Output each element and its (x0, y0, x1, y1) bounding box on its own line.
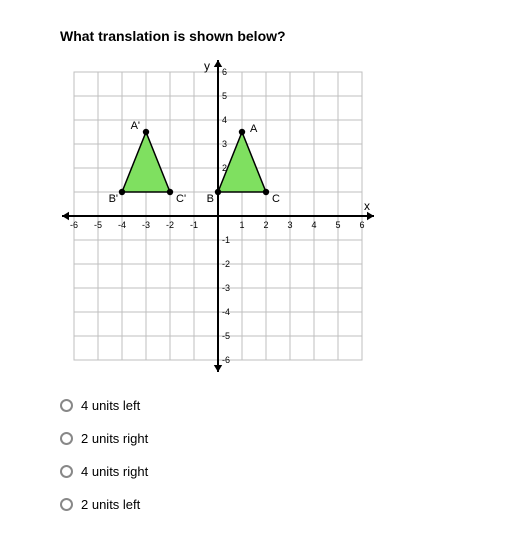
svg-text:3: 3 (222, 139, 227, 149)
question-text: What translation is shown below? (60, 28, 460, 44)
option-3[interactable]: 2 units left (60, 497, 460, 512)
svg-text:-2: -2 (222, 259, 230, 269)
page: What translation is shown below? -6 -5 -4 -… (0, 0, 520, 550)
svg-text:-6: -6 (222, 355, 230, 365)
svg-text:5: 5 (222, 91, 227, 101)
svg-text:-1: -1 (190, 220, 198, 230)
svg-text:-3: -3 (222, 283, 230, 293)
svg-text:4: 4 (311, 220, 316, 230)
svg-text:5: 5 (335, 220, 340, 230)
option-label: 4 units left (81, 398, 140, 413)
svg-text:-1: -1 (222, 235, 230, 245)
graph: -6-5-4-3-2-1123456-6-5-4-3-2-123456xyA'B… (60, 58, 376, 374)
svg-text:x: x (364, 199, 370, 213)
svg-text:1: 1 (239, 220, 244, 230)
svg-text:6: 6 (359, 220, 364, 230)
svg-text:A': A' (131, 120, 140, 132)
radio-icon (60, 432, 73, 445)
option-label: 4 units right (81, 464, 148, 479)
svg-text:C: C (272, 193, 280, 205)
svg-text:C': C' (176, 193, 186, 205)
svg-text:B: B (207, 193, 214, 205)
option-label: 2 units right (81, 431, 148, 446)
option-0[interactable]: 4 units left (60, 398, 460, 413)
option-1[interactable]: 2 units right (60, 431, 460, 446)
svg-text:-4: -4 (222, 307, 230, 317)
option-2[interactable]: 4 units right (60, 464, 460, 479)
svg-text:B': B' (109, 193, 118, 205)
svg-text:y: y (204, 59, 210, 73)
svg-text:-3: -3 (142, 220, 150, 230)
radio-icon (60, 465, 73, 478)
svg-text:2: 2 (263, 220, 268, 230)
option-label: 2 units left (81, 497, 140, 512)
radio-icon (60, 498, 73, 511)
svg-text:A: A (250, 123, 258, 135)
svg-text:-5: -5 (222, 331, 230, 341)
svg-text:-4: -4 (118, 220, 126, 230)
coordinate-plane: -6-5-4-3-2-1123456-6-5-4-3-2-123456xyA'B… (60, 58, 376, 374)
svg-text:3: 3 (287, 220, 292, 230)
svg-text:6: 6 (222, 67, 227, 77)
radio-icon (60, 399, 73, 412)
svg-text:-5: -5 (94, 220, 102, 230)
answer-options: 4 units left 2 units right 4 units right… (60, 398, 460, 512)
svg-text:-6: -6 (70, 220, 78, 230)
svg-text:-2: -2 (166, 220, 174, 230)
svg-text:4: 4 (222, 115, 227, 125)
